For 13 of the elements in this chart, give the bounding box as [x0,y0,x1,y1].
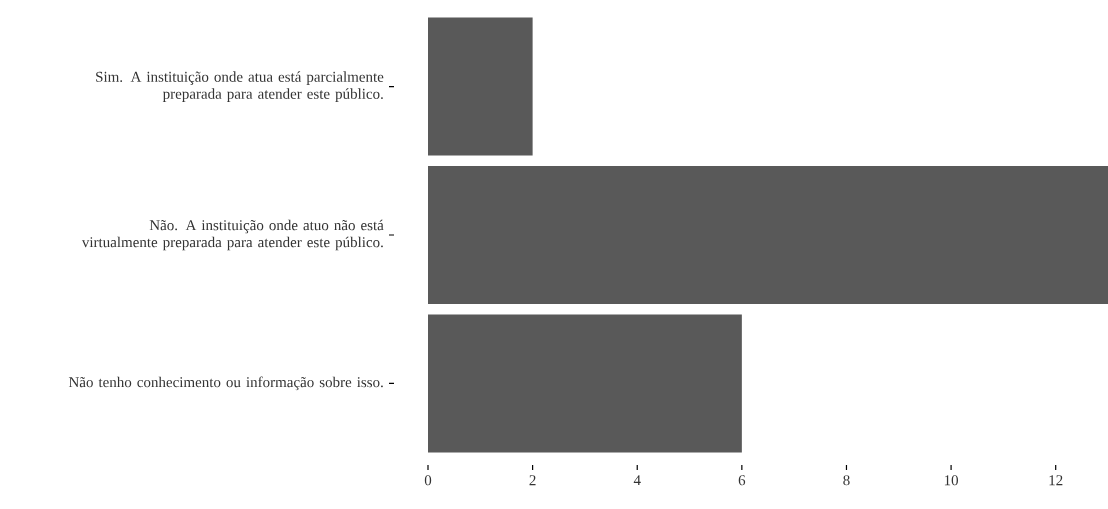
bar [428,314,742,453]
y-tick-label: Não. A instituição onde atuo não está virtualmente preparada para atender este público. [81,219,384,251]
x-tick-label: 0 [424,475,432,486]
y-tick-label: Sim. A instituição onde atua está parcialmente preparada para atender este público. [96,71,384,102]
x-tick-label: 4 [633,475,641,486]
x-tick-label: 12 [1049,475,1063,486]
x-tick-label: 8 [843,475,850,486]
x-tick-label: 2 [529,475,536,486]
bar [428,166,1108,304]
x-tick-label: 10 [944,475,959,486]
x-tick-label: 6 [738,475,746,486]
y-tick-label: Não tenho conhecimento ou informação sobre isso. [68,376,383,391]
bar [428,17,533,156]
